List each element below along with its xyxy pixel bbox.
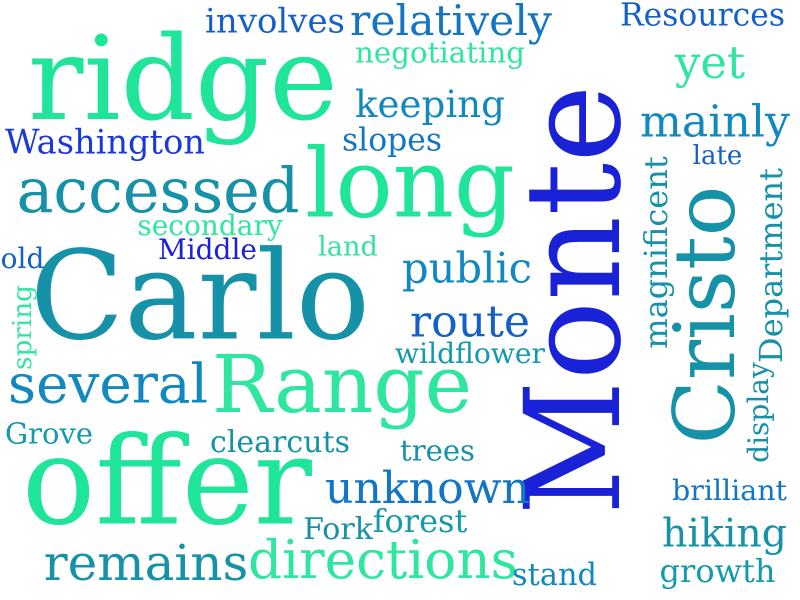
word-land: land <box>318 231 378 263</box>
word-cristo: Cristo <box>656 185 754 445</box>
word-involves: involves <box>205 1 345 42</box>
word-clearcuts: clearcuts <box>210 424 350 460</box>
word-washington: Washington <box>5 122 205 162</box>
word-late: late <box>692 141 743 171</box>
word-carlo: Carlo <box>30 225 370 369</box>
word-long: long <box>305 129 515 240</box>
word-public: public <box>402 243 532 293</box>
word-display: display <box>742 362 775 463</box>
word-unknown: unknown <box>325 462 530 514</box>
word-ridge: ridge <box>28 11 338 147</box>
word-offer: offer <box>22 410 312 553</box>
word-secondary: secondary <box>137 209 283 242</box>
word-trees: trees <box>400 433 475 468</box>
word-resources: Resources <box>620 0 785 34</box>
word-forest: forest <box>372 502 468 540</box>
word-negotiating: negotiating <box>355 35 525 70</box>
word-keeping: keeping <box>355 81 505 126</box>
word-grove: Grove <box>5 416 93 451</box>
word-hiking: hiking <box>662 510 787 557</box>
word-magnificent: magnificent <box>637 156 675 349</box>
word-mainly: mainly <box>640 96 790 148</box>
word-spring: spring <box>7 285 38 370</box>
word-yet: yet <box>674 36 746 89</box>
word-relatively: relatively <box>350 0 552 47</box>
word-wildflower: wildflower <box>395 336 545 370</box>
word-old: old <box>0 242 45 275</box>
word-route: route <box>410 296 530 348</box>
word-department: Department <box>752 168 791 363</box>
word-growth: growth <box>659 552 776 590</box>
word-remains: remains <box>43 534 249 592</box>
word-stand: stand <box>512 557 597 593</box>
word-fork: Fork <box>303 512 373 547</box>
word-middle: Middle <box>158 233 257 266</box>
word-directions: directions <box>248 528 518 591</box>
word-brilliant: brilliant <box>672 473 787 507</box>
word-accessed: accessed <box>16 154 300 227</box>
word-several: several <box>8 351 208 416</box>
word-slopes: slopes <box>342 122 442 159</box>
word-range: Range <box>212 337 472 431</box>
